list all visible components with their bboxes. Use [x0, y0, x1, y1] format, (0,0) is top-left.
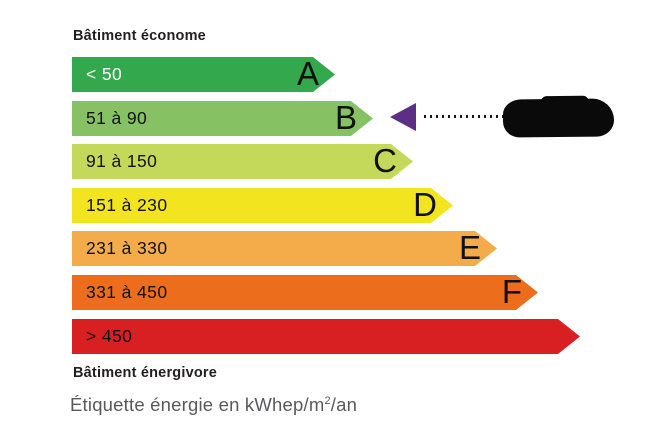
- energy-bar-g: > 450 G: [72, 319, 580, 354]
- bar-range-label-g: > 450: [86, 326, 133, 346]
- bar-range-label-b: 51 à 90: [86, 108, 148, 128]
- caption-suffix: /an: [330, 394, 358, 415]
- bar-letter-a: A: [296, 55, 319, 92]
- bar-letter-d: D: [413, 186, 437, 223]
- bar-letter-b: B: [334, 99, 357, 136]
- bar-letter-f: F: [501, 273, 522, 310]
- bar-range-label-d: 151 à 230: [86, 195, 168, 215]
- caption-prefix: Étiquette énergie en kWhep/m: [70, 394, 325, 415]
- economical-building-label: Bâtiment économe: [73, 28, 206, 44]
- bar-letter-c: C: [373, 142, 397, 179]
- energy-bar-e: 231 à 330 E: [72, 231, 497, 266]
- caption-superscript: 2: [324, 394, 331, 407]
- bar-range-label-e: 231 à 330: [86, 238, 168, 258]
- selected-class-arrow-icon: [390, 103, 416, 131]
- energy-bar-a: < 50 A: [72, 57, 335, 92]
- bar-range-label-f: 331 à 450: [86, 282, 168, 302]
- energy-bar-d: 151 à 230 D: [72, 188, 453, 223]
- energy-label-caption: Étiquette énergie en kWhep/m2/an: [70, 394, 357, 416]
- energy-bar-b: 51 à 90 B: [72, 101, 373, 136]
- energy-bar-c: 91 à 150 C: [72, 144, 413, 179]
- redacted-value-blob: [502, 98, 615, 138]
- pointer-dotted-line: [424, 115, 503, 118]
- bar-range-label-a: < 50: [86, 64, 123, 84]
- bar-letter-e: E: [458, 229, 481, 266]
- energy-bar-f: 331 à 450 F: [72, 275, 538, 310]
- bar-range-label-c: 91 à 150: [86, 151, 158, 171]
- energy-hungry-building-label: Bâtiment énergivore: [73, 365, 218, 381]
